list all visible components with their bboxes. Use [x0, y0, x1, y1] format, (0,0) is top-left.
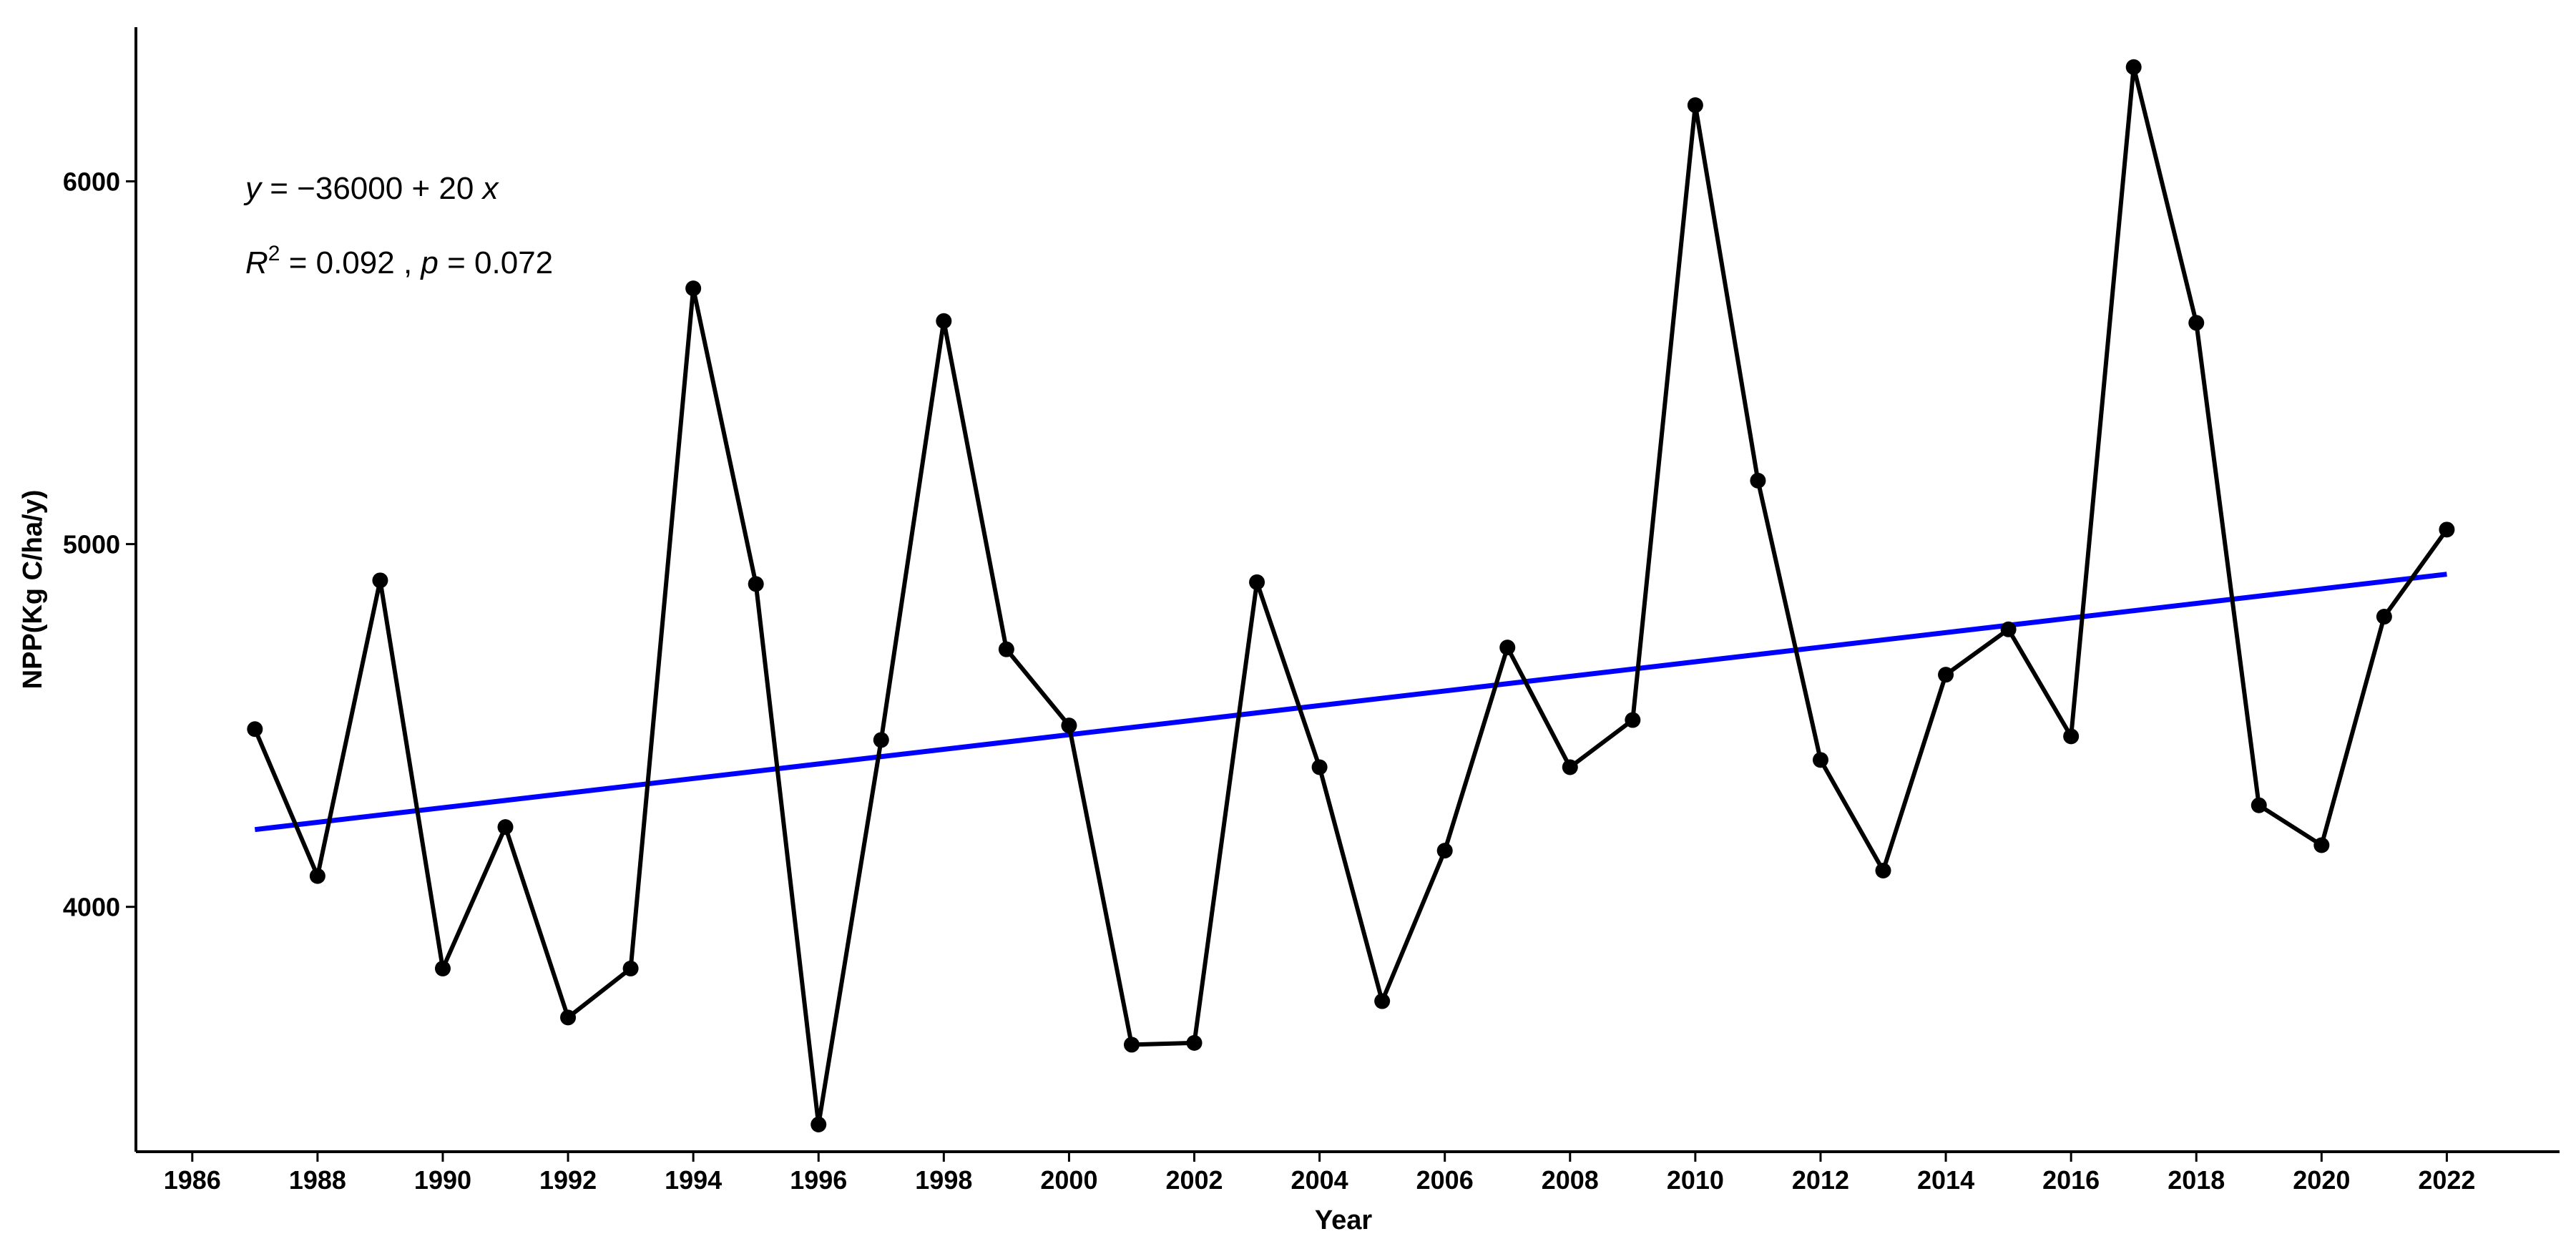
data-point: [2251, 797, 2267, 813]
x-tick-label: 2022: [2418, 1165, 2475, 1195]
x-tick-label: 2008: [1542, 1165, 1599, 1195]
data-point: [1499, 640, 1516, 656]
regression-equation: y = −36000 + 20 x: [243, 171, 500, 206]
data-point: [873, 732, 889, 748]
x-tick-label: 1988: [289, 1165, 346, 1195]
x-tick-label: 2000: [1040, 1165, 1097, 1195]
y-axis-title: NPP(Kg C/ha/y): [18, 490, 48, 690]
data-point: [497, 819, 514, 836]
x-tick-label: 1990: [414, 1165, 471, 1195]
data-point: [2376, 609, 2392, 625]
data-point: [810, 1116, 827, 1132]
x-tick-label: 2016: [2042, 1165, 2100, 1195]
data-point: [2000, 621, 2017, 637]
data-point: [2188, 315, 2205, 331]
x-tick-label: 1994: [665, 1165, 722, 1195]
npp-series-line: [253, 64, 2449, 1127]
x-ticks: 1986 1988 1990 1992 1994 1996 1998 2000 2002 2004…: [164, 1152, 2475, 1195]
data-point: [622, 960, 639, 976]
y-tick-label: 6000: [63, 167, 120, 197]
data-point: [1750, 472, 1766, 489]
data-point: [372, 572, 388, 589]
x-tick-label: 2012: [1792, 1165, 1849, 1195]
x-tick-label: 2014: [1917, 1165, 1974, 1195]
x-tick-label: 2018: [2168, 1165, 2225, 1195]
data-point: [1249, 574, 1265, 590]
data-point: [1123, 1037, 1140, 1053]
data-point: [2313, 837, 2330, 853]
data-point: [998, 641, 1014, 657]
axes: [134, 27, 2560, 1153]
data-point: [560, 1009, 577, 1026]
regression-stats: R2 = 0.092 , p = 0.072: [245, 242, 553, 280]
x-tick-label: 2010: [1667, 1165, 1724, 1195]
eq-rest: 36000 + 20: [315, 171, 483, 206]
data-point: [1625, 712, 1641, 728]
x-tick-label: 1998: [915, 1165, 972, 1195]
data-point: [685, 280, 702, 297]
data-point: [1186, 1034, 1203, 1051]
x-tick-label: 1986: [164, 1165, 221, 1195]
x-tick-label: 2006: [1416, 1165, 1474, 1195]
series-layer: [247, 59, 2455, 1132]
x-tick-label: 2020: [2293, 1165, 2350, 1195]
eq-equals: =: [261, 171, 297, 206]
stats-r: R: [245, 245, 268, 280]
data-point: [1436, 843, 1453, 859]
eq-y-var: y: [243, 171, 263, 206]
data-point: [1687, 97, 1703, 114]
y-tick-label: 5000: [63, 530, 120, 559]
x-tick-label: 1992: [539, 1165, 597, 1195]
stats-r-sup: 2: [268, 242, 280, 265]
data-point: [247, 721, 263, 738]
data-point: [936, 313, 952, 329]
data-point: [434, 960, 451, 976]
x-axis-title: Year: [1315, 1205, 1373, 1235]
data-point: [1875, 863, 1891, 878]
data-point: [1311, 759, 1328, 775]
data-point: [2125, 59, 2142, 75]
data-point: [1061, 717, 1077, 734]
stats-mid: = 0.092 ,: [280, 245, 421, 280]
stats-end: = 0.072: [439, 245, 553, 280]
data-point: [1374, 993, 1391, 1009]
data-point: [2439, 521, 2455, 538]
data-point: [309, 868, 325, 884]
x-tick-label: 1996: [790, 1165, 847, 1195]
eq-x-var: x: [481, 171, 500, 206]
y-tick-label: 4000: [63, 893, 120, 922]
y-ticks: 4000 5000 6000: [63, 167, 136, 922]
x-tick-label: 2002: [1165, 1165, 1223, 1195]
stats-p: p: [419, 245, 438, 280]
data-point: [1812, 752, 1828, 768]
data-point: [1938, 667, 1954, 683]
data-point: [2063, 728, 2080, 745]
data-point: [1562, 759, 1578, 775]
trend-line: [254, 572, 2447, 833]
x-tick-label: 2004: [1291, 1165, 1348, 1195]
data-point: [748, 576, 764, 592]
eq-minus: −: [297, 171, 315, 206]
